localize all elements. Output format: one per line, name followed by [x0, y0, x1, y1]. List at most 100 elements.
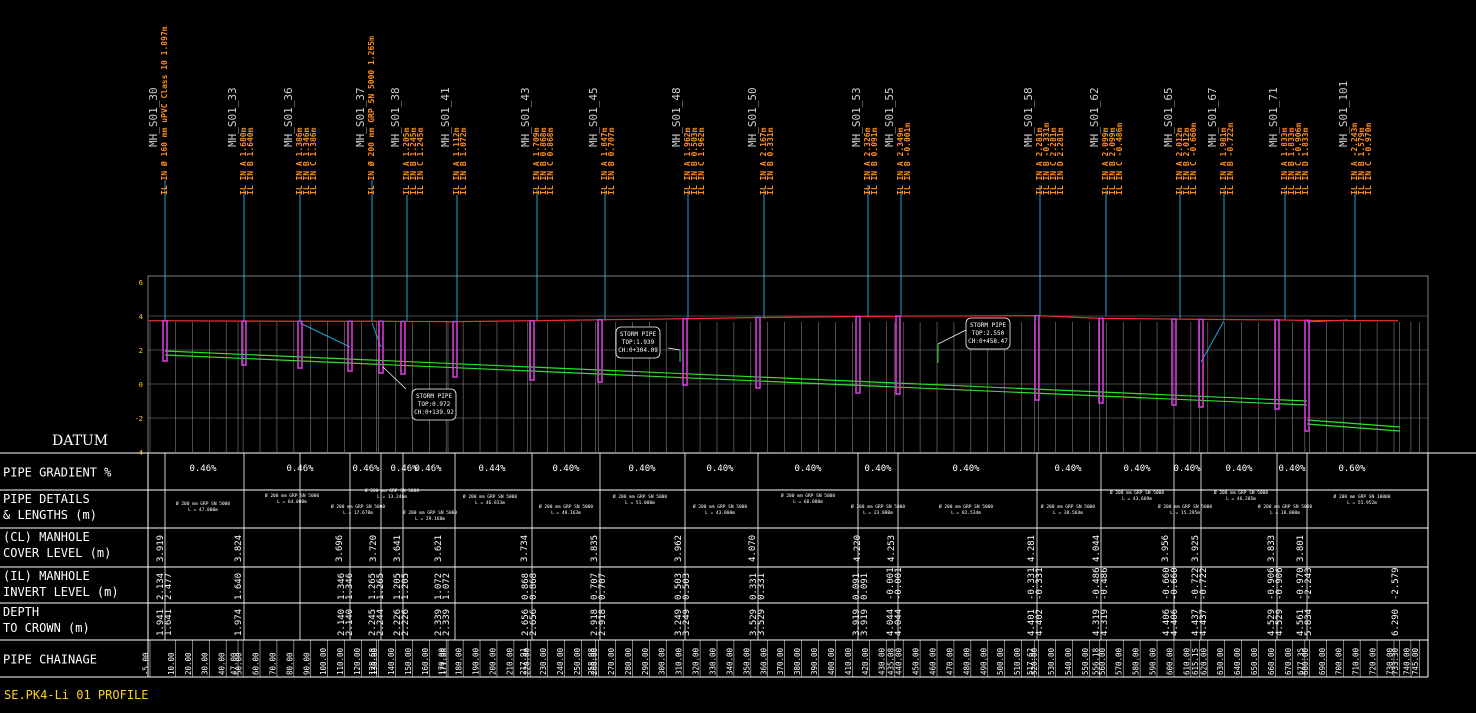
- pipe-detail-text: Ø 200 mm GRP SN 5000: [176, 500, 230, 507]
- cover-level-value: 4.044: [1092, 535, 1102, 562]
- chainage-value: 150.00: [404, 647, 413, 675]
- manhole-name: MH_S01_43: [519, 87, 532, 147]
- gradient-value: 0.40%: [794, 464, 822, 474]
- manhole-shafts: [162, 314, 1310, 432]
- pipe-crown-line: [164, 350, 1308, 402]
- chainage-value: 120.00: [353, 647, 362, 675]
- chainage-value: 600.00: [1165, 647, 1174, 675]
- invert-level-note: IL IN C 1.962m: [697, 127, 706, 195]
- pipe-detail-text: L = 47.000m: [188, 507, 218, 513]
- gradient-value: 0.40%: [1123, 464, 1151, 474]
- pipe-detail-text: Ø 200 mm GRP SN 5000: [939, 503, 993, 510]
- depth-to-crown-value: 2.245: [368, 609, 378, 636]
- invert-level-note: IL IN C -0.906m: [1294, 123, 1303, 195]
- invert-level-value: 1.265: [368, 573, 378, 600]
- chainage-value: 640.00: [1233, 647, 1242, 675]
- depth-to-crown-value: 3.529: [749, 609, 759, 636]
- invert-level-note: IL IN B 1.833m: [1287, 127, 1296, 195]
- chainage-value: 10.00: [167, 652, 176, 675]
- manhole-shaft: [682, 317, 688, 386]
- chainage-value: 580.00: [1132, 647, 1141, 675]
- invert-level-note: IL IN A 2.349m: [896, 127, 905, 195]
- cover-level-value: 3.925: [1191, 535, 1201, 562]
- invert-level-value: 1.346: [345, 573, 355, 600]
- invert-level-value: 0.091: [852, 573, 862, 600]
- pipe-detail-text: L = 46.833m: [475, 500, 505, 506]
- invert-level-value: -2.243: [1304, 567, 1314, 600]
- depth-to-crown-value: 1.974: [234, 609, 244, 636]
- invert-level-value: 0.868: [521, 573, 531, 600]
- chainage-value: 80.00: [285, 652, 294, 675]
- y-tick-label: 2: [139, 347, 143, 355]
- invert-level-note: IL IN A 1.833m: [1280, 127, 1289, 195]
- depth-to-crown-value: 3.919: [852, 609, 862, 636]
- pipe-detail-text: L = 43.669m: [1122, 496, 1152, 502]
- pipe-detail-text: Ø 200 mm GRP SN 10000: [1334, 493, 1391, 500]
- pipe-detail-text: L = 43.000m: [705, 510, 735, 516]
- invert-level-value: 1.072: [434, 573, 444, 600]
- manhole-name: MH_S01_67: [1206, 87, 1219, 147]
- chainage-value: 20.00: [184, 652, 193, 675]
- invert-level-value: 1.265: [376, 573, 386, 600]
- gradient-value: 0.60%: [1338, 464, 1366, 474]
- invert-level-note: IL IN B 0.091m: [870, 127, 879, 195]
- drawing-title: SE.PK4-Li 01 PROFILE: [4, 688, 149, 702]
- manhole-label-group: MH_S01_30 IL IN Ø 160 mm uPVC Class 10 1.…: [147, 26, 169, 195]
- pipe-detail-text: Ø 200 mm GRP SN 5000: [1110, 489, 1164, 496]
- callout-text: STORM PIPE: [620, 331, 657, 338]
- chainage-value: 170.00: [438, 647, 447, 675]
- chainage-value: 70.00: [268, 652, 277, 675]
- chainage-value: 330.00: [708, 647, 717, 675]
- chainage-value: 660.00: [1267, 647, 1276, 675]
- pipe-lines: [164, 350, 1401, 432]
- pipe-detail-text: L = 29.168m: [415, 516, 445, 522]
- chainage-value: 100.00: [319, 647, 328, 675]
- gradient-value: 0.40%: [1054, 464, 1082, 474]
- invert-level-value: 1.346: [337, 573, 347, 600]
- chainage-value: 160.00: [421, 647, 430, 675]
- chainage-value: 680.00: [1301, 647, 1310, 675]
- depth-to-crown-value: 4.401: [1027, 609, 1037, 636]
- chainage-value: 480.00: [962, 647, 971, 675]
- invert-level-value: 0.707: [598, 573, 608, 600]
- pipe-detail-text: Ø 200 mm GRP SN 5000: [539, 503, 593, 510]
- chainage-value: 300.00: [658, 647, 667, 675]
- chainage-value: 250.00: [573, 647, 582, 675]
- callout-box: [411, 388, 457, 421]
- gradient-value: 0.46%: [352, 464, 380, 474]
- manhole-labels: MH_S01_30 IL IN Ø 160 mm uPVC Class 10 1.…: [147, 26, 1373, 195]
- depth-to-crown-value: 3.529: [757, 609, 767, 636]
- depth-to-crown-value: 2.339: [442, 609, 452, 636]
- invert-level-value: -0.906: [1275, 567, 1285, 600]
- callout-text: TOP:1.939: [622, 339, 655, 346]
- invert-level-value: -2.579: [1391, 567, 1401, 600]
- invert-level-note: IL IN A 1.962m: [683, 127, 692, 195]
- chainage-value: 650.00: [1250, 647, 1259, 675]
- cover-level-value: 4.220: [853, 535, 863, 562]
- invert-level-note: IL IN B 0.707m: [607, 127, 616, 195]
- manhole-shaft: [1098, 317, 1104, 404]
- row-header-label: PIPE DETAILS: [3, 492, 90, 506]
- chainage-value: 310.00: [675, 647, 684, 675]
- chainage-value: 733.30: [1391, 647, 1400, 675]
- invert-level-value: 1.072: [442, 573, 452, 600]
- invert-level-value: -0.906: [1267, 567, 1277, 600]
- invert-level-value: 0.331: [749, 573, 759, 600]
- chainage-value: 47.00: [230, 652, 239, 675]
- chainage-value: 400.00: [827, 647, 836, 675]
- chainage-value: 620.00: [1199, 647, 1208, 675]
- manhole-leaders: [164, 180, 1356, 363]
- manhole-name: MH_S01_65: [1162, 87, 1175, 147]
- invert-level-note: IL IN B 0.868m: [539, 127, 548, 195]
- depth-to-crown-value: 4.406: [1162, 609, 1172, 636]
- invert-level-value: 0.868: [529, 573, 539, 600]
- invert-level-value: -0.660: [1162, 567, 1172, 600]
- gradient-value: 0.40%: [952, 464, 980, 474]
- chainage-value: 280.00: [624, 647, 633, 675]
